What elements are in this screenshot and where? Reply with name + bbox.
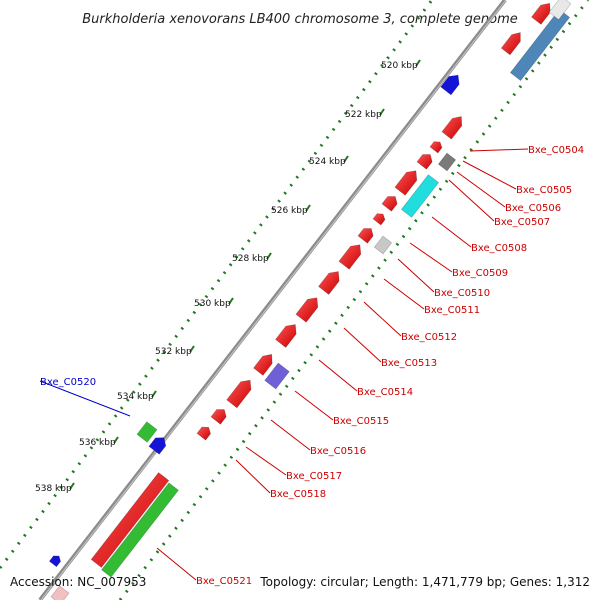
light-grey-feature[interactable] [373, 235, 393, 255]
tick-label: 520 kbp [381, 61, 418, 71]
gene-label[interactable]: Bxe_C0514 [357, 387, 413, 398]
label-leader-line [462, 160, 517, 190]
cds-feature[interactable] [295, 297, 319, 323]
chromosome-backbone [38, 0, 507, 600]
gene-label[interactable]: Bxe_C0510 [434, 288, 490, 299]
gene-label[interactable]: Bxe_C0516 [310, 446, 366, 457]
cds-feature[interactable] [253, 353, 273, 376]
label-leader-line [383, 278, 425, 310]
gene-label[interactable]: Bxe_C0521 [196, 576, 252, 587]
tick-mark [151, 390, 157, 398]
tick-label: 536 kbp [79, 438, 116, 448]
label-leader-line [469, 148, 529, 152]
tick-mark [113, 436, 119, 444]
cds-feature[interactable] [338, 244, 362, 270]
backbone-highlight [40, 0, 507, 600]
blue-feature[interactable] [48, 555, 61, 568]
gene-label[interactable]: Bxe_C0509 [452, 268, 508, 279]
light-feature[interactable] [548, 0, 572, 21]
tick-label: 522 kbp [345, 110, 382, 120]
label-leader-line [156, 547, 197, 581]
cds-feature[interactable] [416, 154, 433, 170]
cds-feature[interactable] [500, 32, 521, 56]
green-feature[interactable] [136, 421, 158, 443]
gene-label[interactable]: Bxe_C0507 [494, 217, 550, 228]
tick-mark [189, 345, 195, 353]
tick-mark [305, 204, 311, 212]
cds-feature[interactable] [429, 141, 443, 154]
label-leader-line [270, 419, 311, 451]
cds-feature[interactable] [318, 271, 340, 295]
label-leader-line [363, 301, 402, 337]
gene-labels: Bxe_C0504 Bxe_C0505 Bxe_C0506 Bxe_C0507 Bxe_… [39, 145, 584, 587]
gene-label[interactable]: Bxe_C0518 [270, 489, 326, 500]
cyan-feature[interactable] [400, 174, 440, 218]
purple-feature[interactable] [264, 362, 290, 390]
cds-feature[interactable] [90, 472, 170, 568]
gene-label[interactable]: Bxe_C0506 [505, 203, 561, 214]
map-title: Burkholderia xenovorans LB400 chromosome… [82, 12, 518, 27]
tick-label: 534 kbp [117, 392, 154, 402]
cds-feature[interactable] [372, 213, 386, 226]
gene-label[interactable]: Bxe_C0515 [333, 416, 389, 427]
label-leader-line [245, 446, 287, 476]
gc-content-inner-track [118, 0, 590, 600]
cds-feature[interactable] [381, 196, 398, 212]
cds-feature[interactable] [210, 409, 227, 425]
cds-feature[interactable] [394, 170, 418, 196]
label-leader-line [431, 216, 472, 248]
gene-label[interactable]: Bxe_C0508 [471, 243, 527, 254]
tick-mark [69, 482, 75, 490]
gene-label[interactable]: Bxe_C0511 [424, 305, 480, 316]
grey-feature[interactable] [437, 152, 457, 172]
blue-feature[interactable] [440, 74, 460, 96]
gene-label[interactable]: Bxe_C0504 [528, 145, 584, 156]
tick-mark [379, 108, 385, 116]
tick-label: 526 kbp [271, 206, 308, 216]
tick-label: 532 kbp [155, 347, 192, 357]
cds-feature[interactable] [441, 116, 463, 140]
label-leader-line [456, 171, 506, 208]
tick-mark [343, 155, 349, 163]
gene-label[interactable]: Bxe_C0513 [381, 358, 437, 369]
genome-summary-text: Topology: circular; Length: 1,471,779 bp… [259, 575, 590, 589]
tick-label: 538 kbp [35, 484, 72, 494]
tick-mark [228, 297, 234, 305]
cds-feature[interactable] [196, 426, 211, 441]
tick-marks: 520 kbp 522 kbp 524 kbp 526 kbp 528 kbp 530 k… [35, 59, 421, 494]
label-leader-line [343, 327, 382, 363]
green-feature[interactable] [101, 482, 179, 578]
cds-feature[interactable] [226, 379, 252, 409]
gene-label[interactable]: Bxe_C0520 [40, 377, 96, 388]
gene-label[interactable]: Bxe_C0505 [516, 185, 572, 196]
label-leader-line [235, 459, 271, 494]
tick-label: 524 kbp [309, 157, 346, 167]
tick-mark [266, 252, 272, 260]
cds-feature[interactable] [531, 2, 551, 25]
label-leader-line [318, 359, 358, 392]
tick-label: 528 kbp [232, 254, 269, 264]
tick-label: 530 kbp [194, 299, 231, 309]
label-leader-line [294, 390, 334, 421]
cds-feature[interactable] [357, 228, 374, 244]
gene-label[interactable]: Bxe_C0517 [286, 471, 342, 482]
tick-mark [415, 59, 421, 67]
accession-text: Accession: NC_007953 [10, 575, 146, 589]
label-leader-line [39, 380, 131, 417]
label-leader-line [409, 242, 453, 273]
cds-feature[interactable] [50, 585, 70, 600]
label-leader-line [448, 179, 495, 222]
gene-label[interactable]: Bxe_C0512 [401, 332, 457, 343]
blue-feature[interactable] [148, 437, 167, 455]
gene-features [48, 0, 572, 600]
label-leader-line [397, 258, 435, 293]
cds-feature[interactable] [275, 324, 297, 348]
